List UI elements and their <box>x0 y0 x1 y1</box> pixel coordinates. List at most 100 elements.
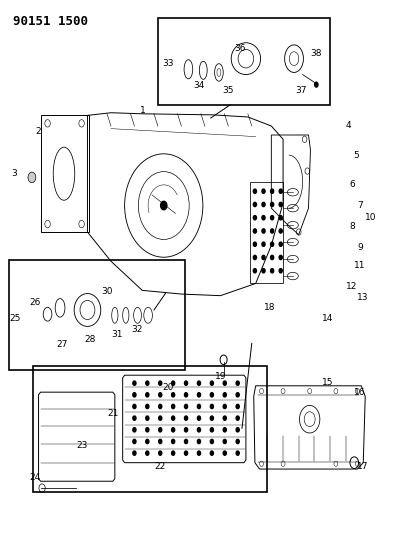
Text: 15: 15 <box>322 377 334 386</box>
Circle shape <box>159 439 162 443</box>
Circle shape <box>223 427 226 432</box>
Circle shape <box>271 203 274 207</box>
Circle shape <box>210 416 214 420</box>
Text: 31: 31 <box>111 330 123 339</box>
Circle shape <box>171 427 175 432</box>
Circle shape <box>262 229 265 233</box>
Circle shape <box>210 427 214 432</box>
Circle shape <box>133 439 136 443</box>
Text: 11: 11 <box>353 261 365 270</box>
Text: 13: 13 <box>357 293 369 302</box>
Circle shape <box>262 242 265 246</box>
Text: 28: 28 <box>84 335 95 344</box>
Circle shape <box>210 381 214 385</box>
Circle shape <box>253 216 256 220</box>
Text: 26: 26 <box>29 298 41 307</box>
Circle shape <box>146 393 149 397</box>
Circle shape <box>159 427 162 432</box>
Text: 33: 33 <box>162 60 173 68</box>
Circle shape <box>184 427 188 432</box>
Text: 12: 12 <box>346 282 357 291</box>
Text: 5: 5 <box>353 151 359 160</box>
Circle shape <box>197 427 201 432</box>
Circle shape <box>133 416 136 420</box>
Circle shape <box>197 405 201 409</box>
Bar <box>9 260 185 370</box>
Circle shape <box>210 405 214 409</box>
Text: 32: 32 <box>131 325 142 334</box>
Text: 16: 16 <box>353 388 365 397</box>
Text: 22: 22 <box>154 463 166 471</box>
Bar <box>33 366 268 492</box>
Circle shape <box>236 416 239 420</box>
Circle shape <box>171 405 175 409</box>
Circle shape <box>146 416 149 420</box>
Circle shape <box>271 255 274 260</box>
Circle shape <box>171 381 175 385</box>
Text: 3: 3 <box>11 169 17 178</box>
Circle shape <box>279 216 282 220</box>
Circle shape <box>253 203 256 207</box>
Text: 2: 2 <box>35 127 41 136</box>
Text: 25: 25 <box>9 314 21 323</box>
Text: 37: 37 <box>295 86 306 95</box>
Text: 8: 8 <box>349 222 355 231</box>
Text: 10: 10 <box>365 213 377 222</box>
Circle shape <box>223 451 226 455</box>
Circle shape <box>210 439 214 443</box>
Circle shape <box>236 451 239 455</box>
Circle shape <box>146 427 149 432</box>
Circle shape <box>171 439 175 443</box>
Text: 17: 17 <box>357 463 369 471</box>
Circle shape <box>223 393 226 397</box>
Circle shape <box>210 451 214 455</box>
Circle shape <box>279 255 282 260</box>
Circle shape <box>271 242 274 246</box>
Circle shape <box>236 439 239 443</box>
Circle shape <box>146 405 149 409</box>
Circle shape <box>279 189 282 193</box>
Circle shape <box>184 416 188 420</box>
Text: 1: 1 <box>140 106 146 115</box>
Circle shape <box>236 427 239 432</box>
Circle shape <box>171 393 175 397</box>
Circle shape <box>271 269 274 273</box>
Circle shape <box>159 451 162 455</box>
Circle shape <box>279 203 282 207</box>
Circle shape <box>223 439 226 443</box>
Text: 20: 20 <box>162 383 173 392</box>
Circle shape <box>262 255 265 260</box>
Text: 34: 34 <box>193 80 205 90</box>
Circle shape <box>171 416 175 420</box>
Circle shape <box>184 381 188 385</box>
Circle shape <box>197 393 201 397</box>
Text: 36: 36 <box>234 44 246 53</box>
Circle shape <box>161 201 167 210</box>
Circle shape <box>184 451 188 455</box>
Circle shape <box>184 393 188 397</box>
Circle shape <box>262 189 265 193</box>
Text: 6: 6 <box>349 180 355 189</box>
Circle shape <box>133 381 136 385</box>
Circle shape <box>253 242 256 246</box>
Circle shape <box>133 393 136 397</box>
Circle shape <box>223 405 226 409</box>
Text: 7: 7 <box>357 201 363 210</box>
Circle shape <box>159 393 162 397</box>
Circle shape <box>262 216 265 220</box>
Circle shape <box>197 416 201 420</box>
Circle shape <box>146 381 149 385</box>
Text: 14: 14 <box>322 314 334 323</box>
Circle shape <box>262 269 265 273</box>
Text: 35: 35 <box>223 86 234 95</box>
Text: 27: 27 <box>56 341 68 350</box>
Text: 24: 24 <box>29 473 41 482</box>
Circle shape <box>279 229 282 233</box>
Circle shape <box>271 229 274 233</box>
Circle shape <box>197 381 201 385</box>
Circle shape <box>133 405 136 409</box>
Text: 18: 18 <box>264 303 275 312</box>
Circle shape <box>210 393 214 397</box>
Text: 30: 30 <box>101 287 113 296</box>
Circle shape <box>171 451 175 455</box>
